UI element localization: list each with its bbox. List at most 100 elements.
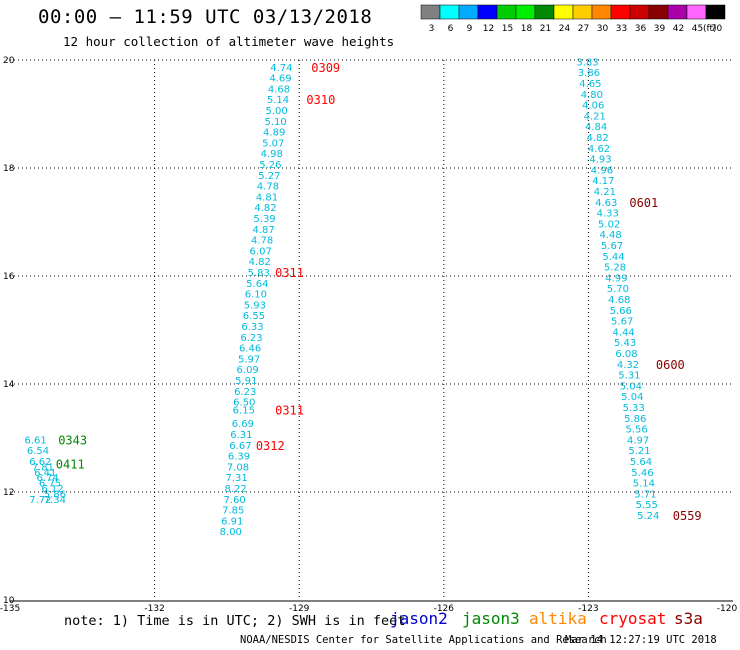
legend-label: 15 — [502, 24, 513, 34]
wave-height-value: 6.62 — [29, 457, 51, 468]
wave-height-value: 5.71 — [634, 489, 656, 500]
legend-label: 9 — [467, 24, 473, 34]
wave-height-value: 5.46 — [631, 468, 653, 479]
legend-swatch — [705, 4, 726, 20]
wave-height-value: 5.55 — [636, 500, 658, 511]
wave-height-value: 6.46 — [239, 344, 261, 355]
wave-height-value: 4.48 — [599, 230, 621, 241]
legend-label: 39 — [654, 24, 666, 34]
wave-height-value: 6.67 — [229, 441, 251, 452]
wave-height-value: 6.31 — [230, 430, 252, 441]
wave-height-value: 5.56 — [626, 425, 648, 436]
wave-height-value: 5.43 — [614, 338, 636, 349]
legend-jason2: jason2 — [390, 609, 448, 628]
generated-timestamp: Mar 14 12:27:19 UTC 2018 — [565, 634, 717, 646]
legend-label: 33 — [616, 24, 627, 34]
legend-unit: (ft) — [703, 24, 717, 34]
pass-time-label: 0601 — [629, 196, 658, 210]
map-subtitle: 12 hour collection of altimeter wave hei… — [63, 34, 395, 49]
wave-height-value: 5.64 — [246, 279, 268, 290]
wave-height-value: 5.91 — [235, 376, 257, 387]
wave-height-value: 5.31 — [618, 371, 640, 382]
wave-height-value: 7.08 — [227, 462, 249, 473]
wave-height-value: 6.69 — [232, 419, 254, 430]
wave-height-value: 5.86 — [624, 414, 646, 425]
wave-height-value: 4.97 — [627, 435, 649, 446]
lat-tick-label: 16 — [3, 272, 15, 282]
wave-height-value: 4.81 — [256, 192, 278, 203]
wave-height-value: 4.82 — [254, 203, 276, 214]
wave-height-value: 4.68 — [608, 295, 630, 306]
wave-height-value: 4.93 — [589, 155, 611, 166]
wave-height-value: 4.82 — [249, 257, 271, 268]
wave-height-value: 8.22 — [224, 484, 246, 495]
lat-tick-label: 20 — [3, 56, 15, 66]
wave-height-value: 5.26 — [259, 160, 281, 171]
legend-label: 6 — [448, 24, 454, 34]
wave-height-value: 4.32 — [617, 360, 639, 371]
lon-tick-label: -132 — [144, 604, 164, 614]
wave-height-value: 7.72 — [29, 495, 51, 506]
pass-time-label: 0311 — [275, 404, 304, 418]
wave-height-value: 6.12 — [41, 484, 63, 495]
wave-height-value: 3.86 — [578, 68, 600, 79]
footer: NOAA/NESDIS Center for Satellite Applica… — [240, 634, 717, 646]
wave-height-value: 4.63 — [595, 198, 617, 209]
lon-tick-label: -120 — [717, 604, 738, 614]
legend-label: 70 — [711, 24, 723, 34]
legend-s3a: s3a — [674, 609, 703, 628]
wave-height-value: 4.33 — [597, 209, 619, 220]
color-legend: 3 6 9 12 15 18 21 24 27 30 33 36 39 42 45 70(ft) — [420, 4, 726, 34]
wave-height-value: 4.65 — [579, 79, 601, 90]
wave-height-value: 4.21 — [584, 111, 606, 122]
wave-height-value: 5.14 — [633, 479, 655, 490]
wave-height-value: 6.33 — [241, 322, 263, 333]
wave-height-value: 5.83 — [248, 268, 270, 279]
wave-height-value: 5.67 — [601, 241, 623, 252]
legend-label: 3 — [429, 24, 435, 34]
wave-height-value: 8.00 — [220, 527, 242, 538]
wave-height-value: 4.21 — [594, 187, 616, 198]
wave-height-value: 4.69 — [269, 74, 291, 85]
wave-height-value: 5.64 — [630, 457, 652, 468]
wave-height-value: 6.10 — [245, 290, 267, 301]
wave-height-value: 5.70 — [607, 284, 629, 295]
wave-height-value: 4.62 — [588, 144, 610, 155]
pass-time-label: 0312 — [256, 439, 285, 453]
wave-height-value: 6.50 — [233, 398, 255, 409]
wave-height-value: 5.10 — [264, 117, 286, 128]
pass-time-label: 0559 — [673, 509, 702, 523]
wave-height-value: 4.74 — [270, 63, 292, 74]
credit-text: NOAA/NESDIS Center for Satellite Applica… — [240, 634, 607, 646]
wave-height-value: 5.21 — [628, 446, 650, 457]
wave-height-value: 4.06 — [582, 101, 604, 112]
pass-time-label: 0600 — [656, 358, 685, 372]
wave-height-value: 6.54 — [27, 446, 49, 457]
lon-tick-label: -129 — [289, 604, 310, 614]
legend-label: 42 — [673, 24, 684, 34]
wave-height-value: 5.04 — [621, 392, 643, 403]
wave-height-value: 5.14 — [267, 95, 289, 106]
wave-height-value: 4.17 — [592, 176, 614, 187]
wave-height-value: 4.78 — [251, 236, 273, 247]
wave-height-value: 5.28 — [604, 263, 626, 274]
lat-tick-label: 12 — [3, 488, 14, 498]
legend-label: 36 — [635, 24, 647, 34]
wave-height-value: 6.41 — [34, 468, 56, 479]
wave-height-value: 6.75 — [39, 479, 61, 490]
legend-label: 18 — [521, 24, 533, 34]
wave-height-value: 4.78 — [257, 182, 279, 193]
wave-height-value: 4.99 — [605, 273, 627, 284]
pass-time-label: 0411 — [56, 458, 85, 472]
legend-label: 45 — [692, 24, 703, 34]
wave-height-value: 5.02 — [598, 219, 620, 230]
wave-height-value: 5.00 — [265, 106, 287, 117]
wave-height-value: 6.08 — [615, 349, 637, 360]
wave-height-value: 4.98 — [261, 149, 283, 160]
wave-height-value: 4.96 — [591, 165, 613, 176]
wave-height-value: 6.23 — [234, 387, 256, 398]
pass-time-label: 0310 — [306, 93, 335, 107]
lon-tick-label: -123 — [578, 604, 598, 614]
lat-tick-label: 18 — [3, 164, 15, 174]
